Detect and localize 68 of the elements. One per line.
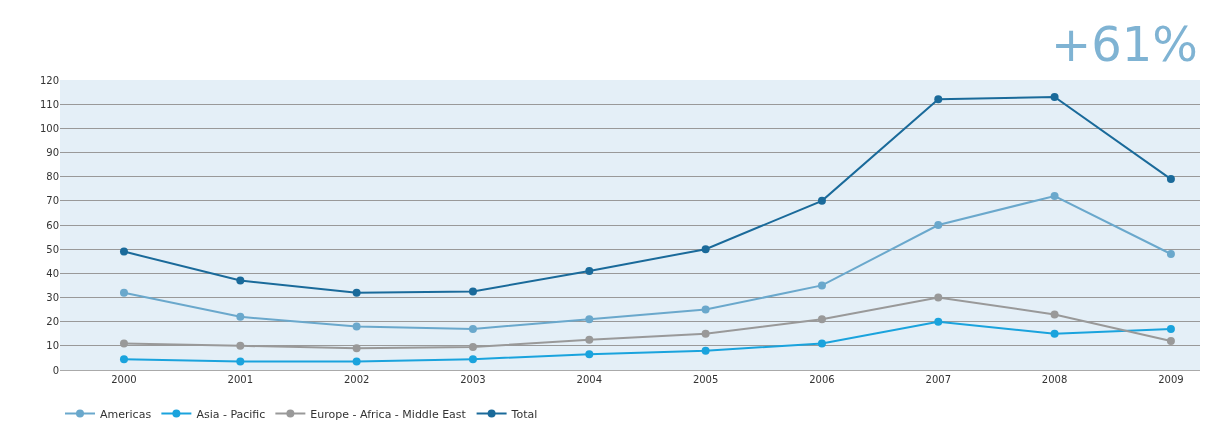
point xyxy=(934,221,943,229)
point xyxy=(701,329,710,338)
point xyxy=(119,339,128,348)
point xyxy=(468,355,477,364)
y-tick-label: 40 xyxy=(46,267,59,279)
point xyxy=(352,357,361,366)
x-tick-label: 2000 xyxy=(111,374,137,385)
point xyxy=(701,245,710,254)
text: +61% xyxy=(1051,16,1198,72)
point xyxy=(352,288,361,297)
point xyxy=(352,344,361,353)
point xyxy=(1166,250,1175,258)
y-tick-label: 10 xyxy=(46,340,59,352)
point xyxy=(236,341,245,350)
x-tick-label: 2001 xyxy=(227,374,254,385)
point xyxy=(1050,192,1059,200)
legend-label: Europe - Africa - Middle East xyxy=(310,407,467,421)
y-tick-label: 50 xyxy=(46,243,59,255)
point xyxy=(468,287,477,296)
point xyxy=(934,317,943,326)
point xyxy=(817,339,826,348)
y-tick-label: 120 xyxy=(39,74,59,86)
point xyxy=(119,355,128,364)
point xyxy=(468,343,477,352)
point xyxy=(701,305,710,314)
x-tick-label: 2005 xyxy=(692,374,719,385)
point xyxy=(934,293,943,302)
x-tick-label: 2002 xyxy=(343,374,370,385)
point xyxy=(468,324,477,333)
y-tick-label: 80 xyxy=(46,171,59,183)
y-tick-label: 110 xyxy=(39,98,59,110)
point xyxy=(817,281,826,290)
x-tick-label: 2006 xyxy=(809,374,835,385)
point xyxy=(1050,310,1059,319)
point xyxy=(1050,329,1059,338)
legend-label: Total xyxy=(510,407,538,421)
point xyxy=(585,315,594,324)
point xyxy=(1050,92,1059,101)
y-tick-label: 70 xyxy=(46,195,59,207)
y-tick-label: 30 xyxy=(46,292,59,303)
point xyxy=(817,315,826,324)
point xyxy=(585,266,594,275)
legend-label: Asia - Pacific xyxy=(196,407,266,421)
point xyxy=(934,95,943,104)
point xyxy=(1166,337,1175,345)
x-tick-label: 2009 xyxy=(1158,374,1184,385)
x-tick-label: 2004 xyxy=(576,374,603,385)
point xyxy=(352,322,361,331)
point xyxy=(701,346,710,355)
point xyxy=(236,357,245,366)
point xyxy=(236,276,245,285)
x-tick-label: 2008 xyxy=(1041,374,1068,385)
y-tick-label: 90 xyxy=(46,147,59,158)
y-tick-label: 20 xyxy=(46,316,59,328)
point xyxy=(119,288,128,297)
x-tick-label: 2007 xyxy=(925,374,951,385)
point xyxy=(817,196,826,205)
y-tick-label: 0 xyxy=(52,364,59,376)
legend-label: Americas xyxy=(100,407,152,421)
point xyxy=(119,247,128,256)
point xyxy=(585,335,594,344)
x-tick-label: 2003 xyxy=(460,374,486,385)
point xyxy=(1166,324,1175,333)
point xyxy=(585,350,594,359)
y-tick-label: 100 xyxy=(39,122,59,134)
point xyxy=(1166,175,1175,184)
point xyxy=(236,312,245,321)
y-tick-label: 60 xyxy=(46,219,59,231)
